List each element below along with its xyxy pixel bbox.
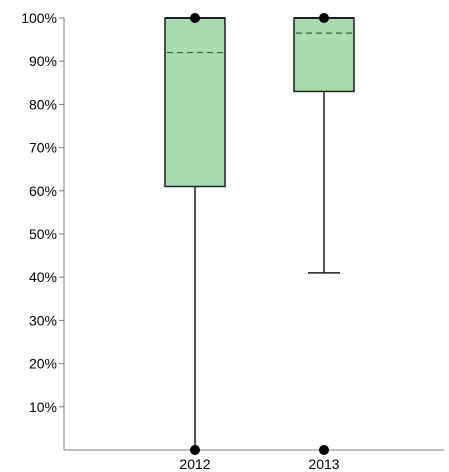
outlier-point [319, 445, 329, 455]
y-tick-label: 100% [21, 10, 57, 26]
box-2013 [293, 13, 355, 455]
y-tick-label: 80% [29, 96, 57, 112]
box-2012 [164, 13, 226, 455]
box-body [293, 17, 355, 93]
x-tick-labels: 2012 2013 [179, 456, 339, 472]
y-tick-label: 90% [29, 53, 57, 69]
y-tick-label: 10% [29, 399, 57, 415]
y-tick-label: 40% [29, 269, 57, 285]
box-series [164, 13, 355, 455]
y-tick-label: 70% [29, 140, 57, 156]
outlier-point [190, 13, 200, 23]
y-tick-label: 30% [29, 312, 57, 328]
outlier-point [319, 13, 329, 23]
x-tick-label: 2012 [179, 456, 210, 472]
y-tick-label: 50% [29, 226, 57, 242]
box-body [164, 17, 226, 188]
y-axis: 10% 20% 30% 40% 50% 60% 70% 80% 90% 100% [21, 10, 65, 450]
x-tick-label: 2013 [308, 456, 339, 472]
y-tick-label: 20% [29, 356, 57, 372]
y-tick-label: 60% [29, 183, 57, 199]
outlier-point [190, 445, 200, 455]
